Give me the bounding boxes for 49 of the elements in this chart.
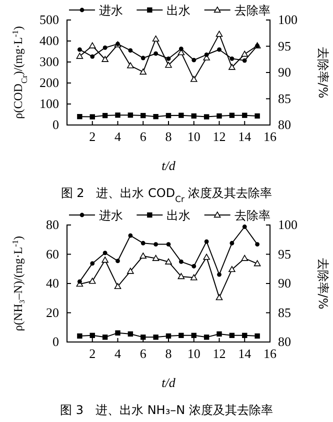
y-tick-label: 20 <box>46 304 59 320</box>
x-tick-label: 4 <box>114 129 122 144</box>
y-tick-label: 200 <box>40 75 59 90</box>
y2-tick-label: 85 <box>278 90 291 106</box>
y-tick-label: 80 <box>46 217 59 232</box>
y-tick-label: 60 <box>46 246 59 262</box>
x-tick-label: 12 <box>212 129 226 144</box>
legend-label: 出水 <box>166 4 191 18</box>
x-tick-label: 6 <box>140 129 147 144</box>
y-tick-label: 300 <box>40 54 59 70</box>
legend-label: 进水 <box>99 208 123 222</box>
y-tick-label: 400 <box>40 33 59 48</box>
text: 图 3 进、出水 NH₃–N 浓度及其去除率 <box>60 403 273 417</box>
x-tick-label: 2 <box>89 129 96 144</box>
x-tick-label: 14 <box>238 129 252 144</box>
legend-label: 出水 <box>166 208 191 222</box>
y-tick-label: 40 <box>46 276 59 291</box>
legend-label: 进水 <box>99 4 123 18</box>
x-tick-label: 4 <box>114 346 122 362</box>
y2-tick-label: 80 <box>278 334 291 350</box>
y2-axis-title: 去除率/% <box>316 258 330 310</box>
y2-tick-label: 80 <box>278 117 291 132</box>
y2-tick-label: 90 <box>278 276 291 291</box>
x-tick-label: 16 <box>264 129 277 144</box>
y2-tick-label: 90 <box>278 64 291 80</box>
y-tick-label: 500 <box>40 12 59 28</box>
x-tick-label: 12 <box>212 346 226 362</box>
y2-tick-label: 95 <box>278 38 291 54</box>
x-axis-title: t/d <box>162 375 176 390</box>
y2-tick-label: 95 <box>278 246 291 262</box>
x-tick-label: 14 <box>238 346 252 362</box>
x-tick-label: 8 <box>165 346 172 362</box>
x-tick-label: 8 <box>165 129 172 144</box>
x-tick-label: 10 <box>187 346 200 362</box>
x-tick-label: 10 <box>187 129 200 144</box>
legend-label: 去除率 <box>234 208 270 222</box>
y2-axis-title: 去除率/% <box>316 46 330 98</box>
text: 图 2 进、出水 COD$_{Cr}$ 浓度及其去除率 <box>60 186 272 204</box>
y2-tick-label: 100 <box>278 217 298 232</box>
x-axis-title: t/d <box>162 158 176 173</box>
y-tick-label: 0 <box>52 334 59 350</box>
x-tick-label: 6 <box>140 346 147 362</box>
x-tick-label: 16 <box>264 346 277 362</box>
legend-label: 去除率 <box>234 4 270 18</box>
y2-tick-label: 85 <box>278 304 291 320</box>
y2-tick-label: 100 <box>278 12 298 28</box>
x-tick-label: 2 <box>89 346 96 362</box>
y-tick-label: 0 <box>52 117 59 132</box>
y-tick-label: 100 <box>40 96 59 112</box>
